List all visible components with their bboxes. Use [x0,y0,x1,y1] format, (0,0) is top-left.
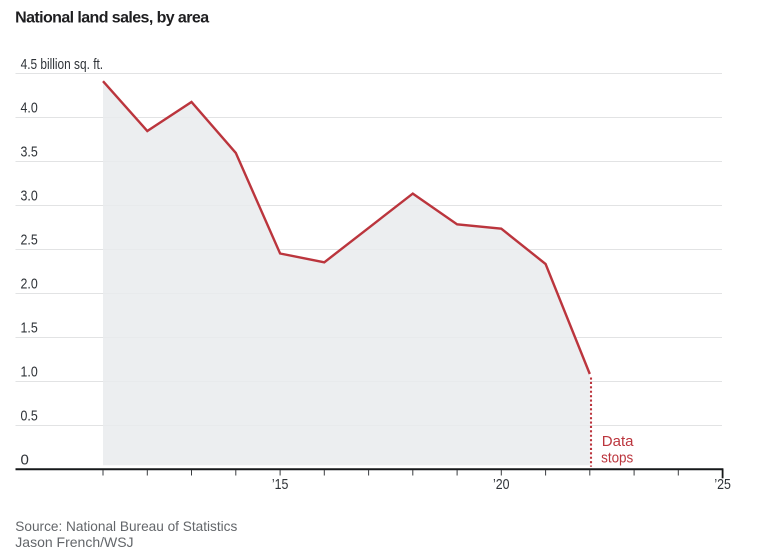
svg-text:0.5: 0.5 [21,408,38,425]
svg-text:2.0: 2.0 [21,276,38,293]
svg-text:1.5: 1.5 [21,320,38,337]
svg-text:2.5: 2.5 [21,232,38,249]
svg-text:National land sales, by area: National land sales, by area [15,10,209,27]
svg-text:Source: National Bureau of Sta: Source: National Bureau of Statistics [15,518,237,534]
svg-text:’25: ’25 [714,476,731,493]
svg-text:’15: ’15 [272,476,289,493]
svg-text:0: 0 [21,452,29,469]
svg-text:’20: ’20 [493,476,510,493]
svg-text:stops: stops [601,449,633,466]
svg-text:4.5 billion sq. ft.: 4.5 billion sq. ft. [21,56,104,73]
svg-text:3.5: 3.5 [21,144,38,161]
svg-text:Data: Data [602,433,634,450]
svg-text:3.0: 3.0 [21,188,38,205]
svg-text:4.0: 4.0 [21,100,38,117]
svg-text:Jason French/WSJ: Jason French/WSJ [15,534,133,550]
svg-text:1.0: 1.0 [21,364,38,381]
